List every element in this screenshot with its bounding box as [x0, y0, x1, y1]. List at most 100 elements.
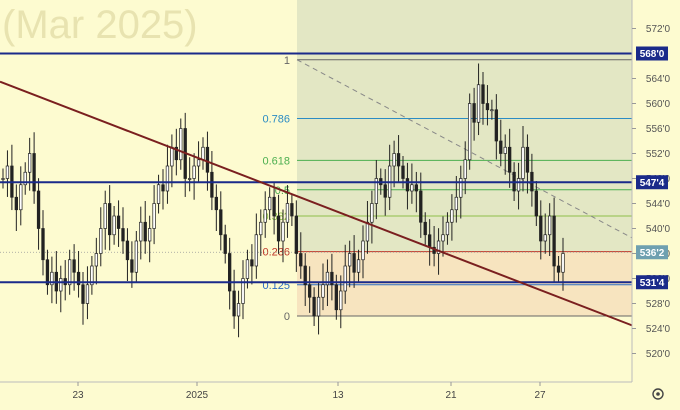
candle-body [259, 221, 263, 236]
candle-body [543, 234, 547, 242]
candle-body [325, 271, 330, 286]
candle-body [374, 178, 378, 204]
candle-body [445, 221, 450, 236]
fib-label-0: 0 [284, 311, 290, 323]
candle-body [516, 178, 521, 192]
candle-body [299, 253, 303, 267]
candle-body [405, 178, 410, 192]
candle-body [401, 165, 405, 179]
settings-gear-icon-center[interactable] [656, 392, 660, 396]
candle-body [276, 215, 281, 242]
candle-body [441, 234, 445, 242]
candle-body [134, 240, 138, 273]
candle-body [214, 196, 218, 211]
y-tick-label: 556'0 [646, 124, 671, 135]
candle-body [552, 215, 556, 267]
candle-body [232, 290, 236, 317]
fib-upper-zone [297, 0, 632, 252]
candle-body [556, 265, 561, 273]
x-tick-label: 2025 [186, 390, 209, 401]
candle-body [454, 196, 458, 211]
candle-body [94, 253, 98, 267]
candle-body [5, 165, 10, 179]
x-tick-label: 27 [534, 390, 546, 401]
level-price-tag-1: 547'4 [640, 178, 665, 189]
candle-body [285, 203, 290, 223]
candle-body [308, 284, 312, 298]
candle-body [245, 259, 250, 279]
candle-body [534, 190, 538, 217]
last-price-tag: 536'2 [640, 248, 665, 259]
candle-body [459, 178, 463, 198]
candle-body [281, 221, 285, 242]
y-tick-label: 572'0 [646, 24, 671, 35]
candle-body [450, 209, 454, 223]
candle-body [1, 178, 5, 180]
candle-body [339, 290, 343, 311]
candle-body [330, 271, 334, 286]
candle-body [321, 284, 325, 298]
candle-body [548, 215, 552, 236]
candle-body [312, 296, 316, 317]
level-price-tag-2-bg [636, 275, 668, 290]
candle-body [348, 253, 352, 267]
y-tick-label: 552'0 [646, 149, 671, 160]
candle-body [503, 146, 507, 154]
candle-body [468, 103, 472, 161]
candle-body [414, 184, 418, 192]
candle-body [99, 228, 103, 254]
level-price-tag-1-bg [636, 175, 668, 190]
x-tick-label: 23 [72, 390, 84, 401]
candle-body [41, 228, 45, 261]
level-price-tag-2: 531'4 [640, 278, 665, 289]
fib-label-0.618: 0.618 [262, 155, 290, 167]
candle-body [476, 84, 481, 123]
candle-body [254, 234, 258, 267]
candle-body [148, 228, 152, 242]
candle-body [508, 146, 512, 173]
candle-body [561, 253, 565, 273]
candle-body [472, 103, 476, 123]
candle-body [499, 140, 503, 154]
candle-body [485, 103, 490, 111]
candle-body [525, 146, 530, 173]
y-tick-label: 520'0 [646, 349, 671, 360]
candle-body [463, 159, 467, 179]
candle-body [370, 203, 374, 223]
candle-body [481, 84, 485, 104]
candle-body [241, 278, 245, 304]
candle-body [156, 184, 161, 204]
level-price-tag-0-bg [636, 46, 668, 61]
candle-body [250, 259, 254, 267]
candle-body [436, 240, 441, 254]
candle-body [263, 209, 267, 223]
candle-body [23, 171, 27, 186]
candle-body [196, 159, 201, 167]
candle-body [494, 109, 498, 142]
candle-body [188, 178, 192, 180]
candle-body [228, 253, 232, 292]
candle-body [490, 109, 494, 112]
y-tick-label: 544'0 [646, 199, 671, 210]
candle-body [294, 215, 298, 254]
candle-body [192, 165, 196, 179]
candle-body [130, 259, 134, 273]
candle-body [174, 146, 178, 161]
candle-body [125, 240, 130, 261]
candle-body [90, 265, 94, 286]
chart-title: (Mar 2025) [2, 3, 198, 47]
candle-body [268, 196, 272, 211]
x-tick-label: 13 [332, 390, 344, 401]
candle-body [334, 284, 338, 311]
candle-body [365, 221, 370, 242]
candle-body [539, 215, 543, 242]
y-tick-label: 560'0 [646, 99, 671, 110]
candle-body [383, 184, 387, 198]
settings-gear-icon[interactable] [652, 388, 664, 400]
candle-body [165, 165, 170, 192]
dashed-diagonal-line [296, 59, 633, 239]
candle-body [32, 153, 36, 192]
candle-body [112, 215, 116, 236]
candle-body [108, 203, 112, 236]
